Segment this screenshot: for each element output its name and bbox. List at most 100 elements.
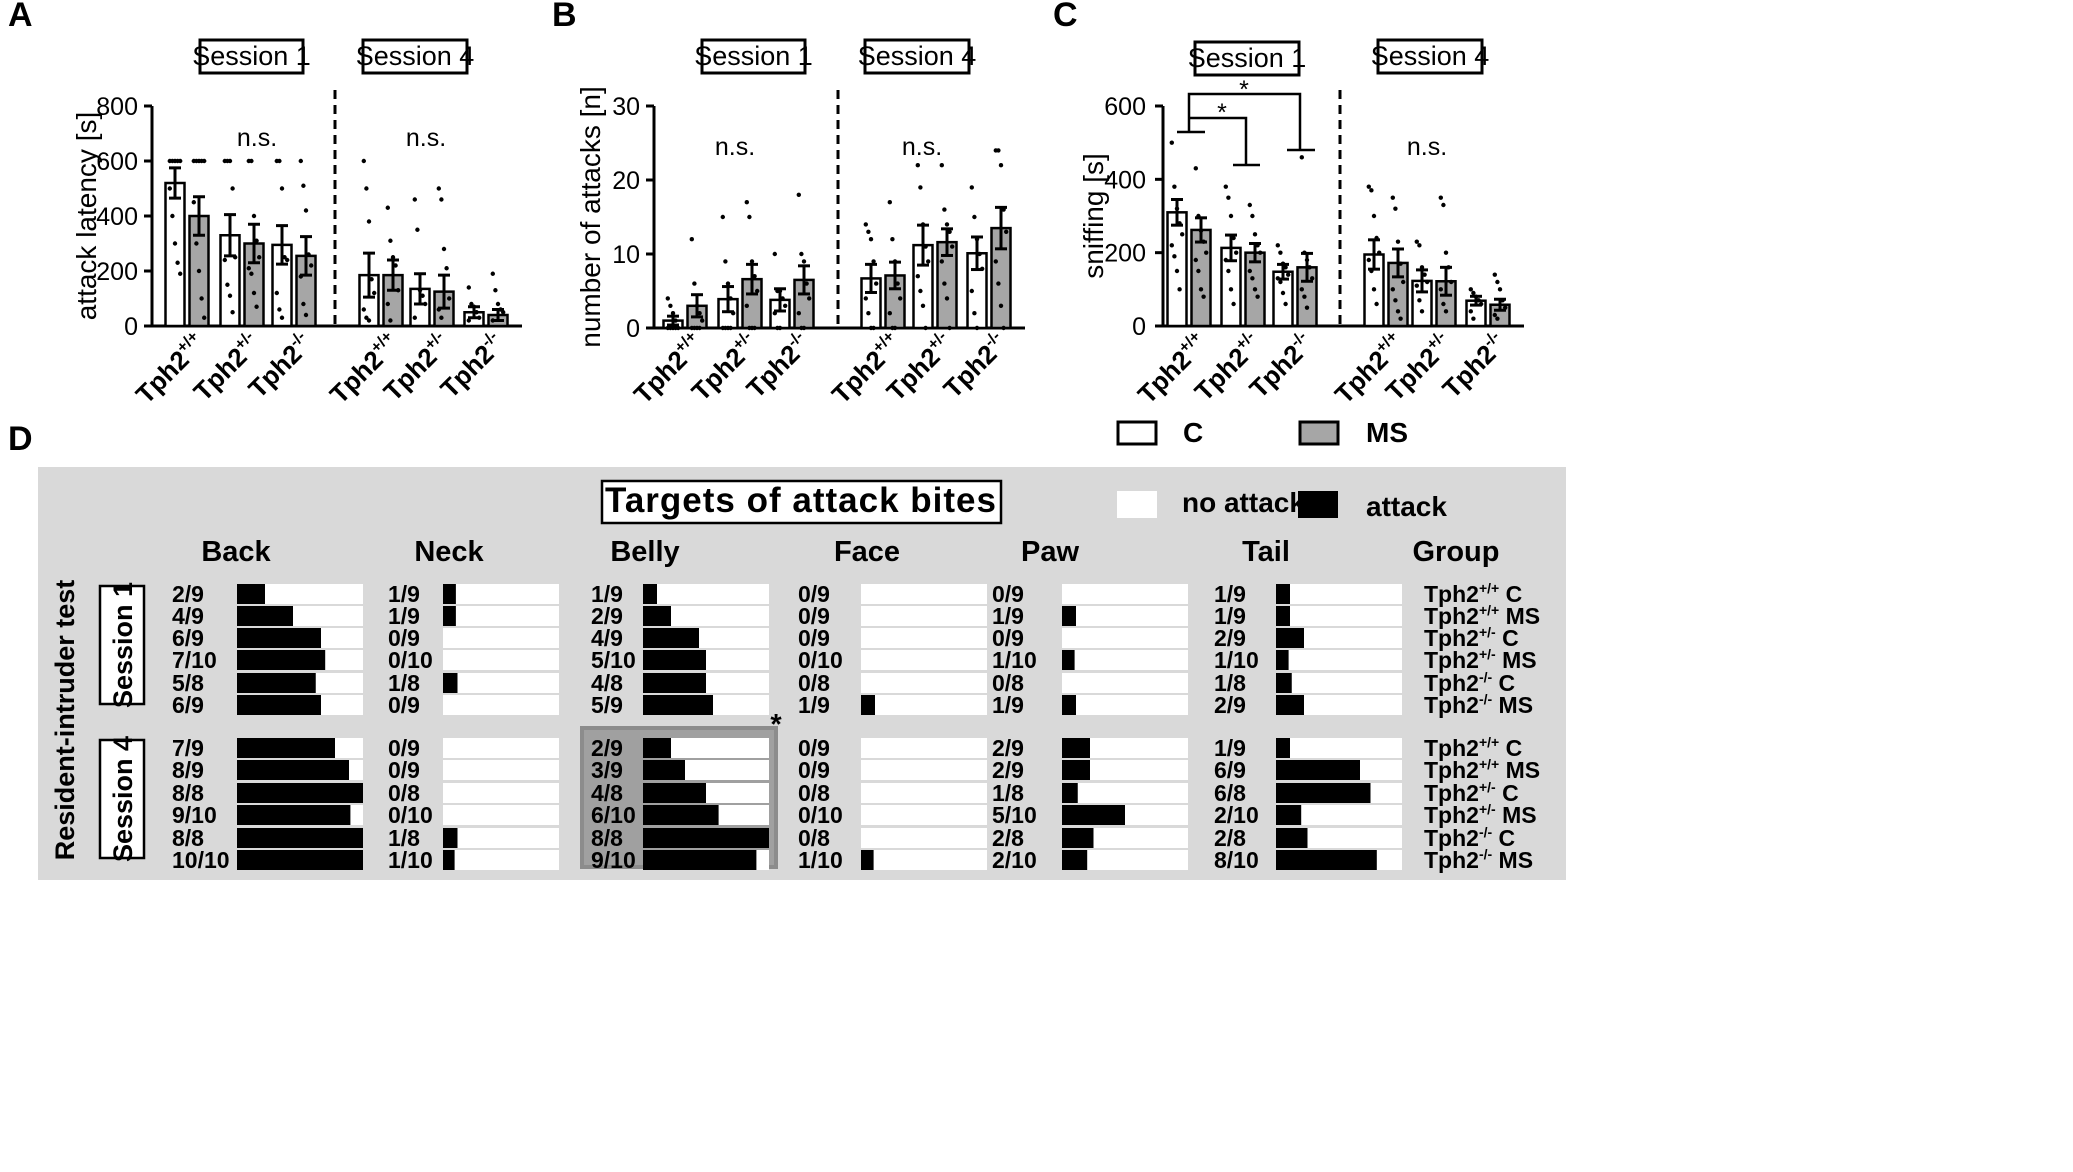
- fraction-label: 5/10: [992, 802, 1037, 828]
- data-point: [1283, 301, 1288, 307]
- title-box: [600, 479, 1003, 525]
- data-point: [393, 263, 398, 268]
- fraction-label: 4/8: [591, 670, 623, 696]
- data-point: [1258, 250, 1263, 255]
- data-point: [436, 186, 441, 191]
- attack-bar: [643, 783, 706, 803]
- y-tick-label: 800: [96, 93, 138, 121]
- fraction-label: 7/9: [172, 735, 204, 761]
- data-point: [723, 259, 728, 264]
- attack-bar: [643, 628, 699, 648]
- table-title: Targets of attack bites: [605, 481, 997, 520]
- data-point: [279, 315, 285, 320]
- data-point: [1001, 207, 1006, 212]
- data-point: [1310, 276, 1315, 281]
- data-point: [700, 318, 705, 323]
- data-point: [477, 315, 482, 320]
- bar-background: [861, 738, 987, 758]
- fraction-label: 3/9: [591, 757, 623, 783]
- bar-background: [443, 606, 559, 626]
- data-point: [501, 310, 506, 315]
- data-point: [1414, 239, 1420, 244]
- data-point: [423, 301, 428, 307]
- fraction-label: 1/9: [992, 603, 1024, 629]
- data-point: [1497, 287, 1503, 292]
- data-point: [1438, 195, 1444, 200]
- data-point: [175, 260, 180, 265]
- bar-background: [643, 584, 769, 604]
- data-point: [697, 311, 702, 316]
- session-box: [361, 38, 469, 75]
- fraction-label: 4/8: [591, 780, 623, 806]
- fraction-label: 2/9: [992, 757, 1024, 783]
- group-label: Tph2+/+ C: [1424, 580, 1522, 607]
- data-point: [942, 281, 947, 286]
- data-point: [301, 183, 306, 188]
- data-point: [866, 311, 871, 316]
- data-point: [892, 259, 898, 264]
- fraction-label: 2/10: [1214, 802, 1259, 828]
- data-point: [415, 227, 420, 232]
- data-point: [251, 213, 257, 219]
- data-point: [772, 251, 777, 257]
- attack-bar: [643, 805, 719, 825]
- attack-bar: [1062, 783, 1078, 803]
- legend-attack-label: attack: [1366, 491, 1447, 522]
- attack-bar: [237, 673, 316, 693]
- data-point: [807, 296, 812, 301]
- bar-background: [1062, 738, 1188, 758]
- bar-background: [443, 783, 559, 803]
- data-point: [364, 186, 369, 191]
- fraction-label: 1/8: [1214, 670, 1246, 696]
- data-point: [974, 237, 980, 242]
- attack-bar: [1062, 695, 1076, 715]
- session-box: [1376, 38, 1484, 75]
- attack-bar: [1276, 673, 1292, 693]
- attack-bar: [1276, 805, 1302, 825]
- bar-background: [643, 606, 769, 626]
- data-point: [915, 274, 920, 279]
- y-tick-label: 0: [1132, 313, 1146, 341]
- data-point: [1468, 287, 1474, 292]
- data-point: [1177, 221, 1182, 226]
- bar-background: [443, 650, 559, 670]
- data-point: [972, 311, 977, 316]
- fraction-label: 2/9: [172, 581, 204, 607]
- data-point: [673, 325, 678, 331]
- data-point: [747, 214, 752, 220]
- bar-background: [861, 650, 987, 670]
- data-point: [1172, 254, 1177, 259]
- group-label: Tph2+/- C: [1424, 779, 1519, 806]
- data-point: [1390, 195, 1396, 200]
- fraction-label: 0/9: [798, 735, 830, 761]
- session-box: [1193, 40, 1301, 77]
- data-point: [1307, 265, 1312, 270]
- session-box: [700, 38, 807, 75]
- data-point: [801, 259, 807, 264]
- data-point: [944, 222, 950, 227]
- data-point: [444, 266, 449, 271]
- fraction-label: 8/10: [1214, 847, 1259, 873]
- data-point: [385, 301, 390, 307]
- data-point: [898, 296, 903, 301]
- data-point: [728, 296, 733, 301]
- attack-bar: [643, 650, 706, 670]
- data-point: [254, 304, 259, 309]
- data-point: [772, 311, 777, 316]
- data-point: [303, 208, 309, 213]
- bar-background: [237, 584, 363, 604]
- bar-background: [861, 828, 987, 848]
- data-point: [1193, 166, 1199, 171]
- data-point: [1252, 287, 1258, 292]
- attack-bar: [1062, 606, 1076, 626]
- data-point: [194, 241, 199, 246]
- significance-label: n.s.: [715, 133, 755, 161]
- fraction-label: 2/9: [1214, 625, 1246, 651]
- data-point: [447, 296, 452, 301]
- data-point: [277, 307, 282, 312]
- data-point: [1304, 305, 1310, 310]
- data-point: [926, 259, 931, 264]
- group-label: Tph2-/- C: [1424, 669, 1515, 696]
- y-tick-label: 200: [96, 258, 138, 286]
- group-label: Tph2+/- C: [1424, 624, 1519, 651]
